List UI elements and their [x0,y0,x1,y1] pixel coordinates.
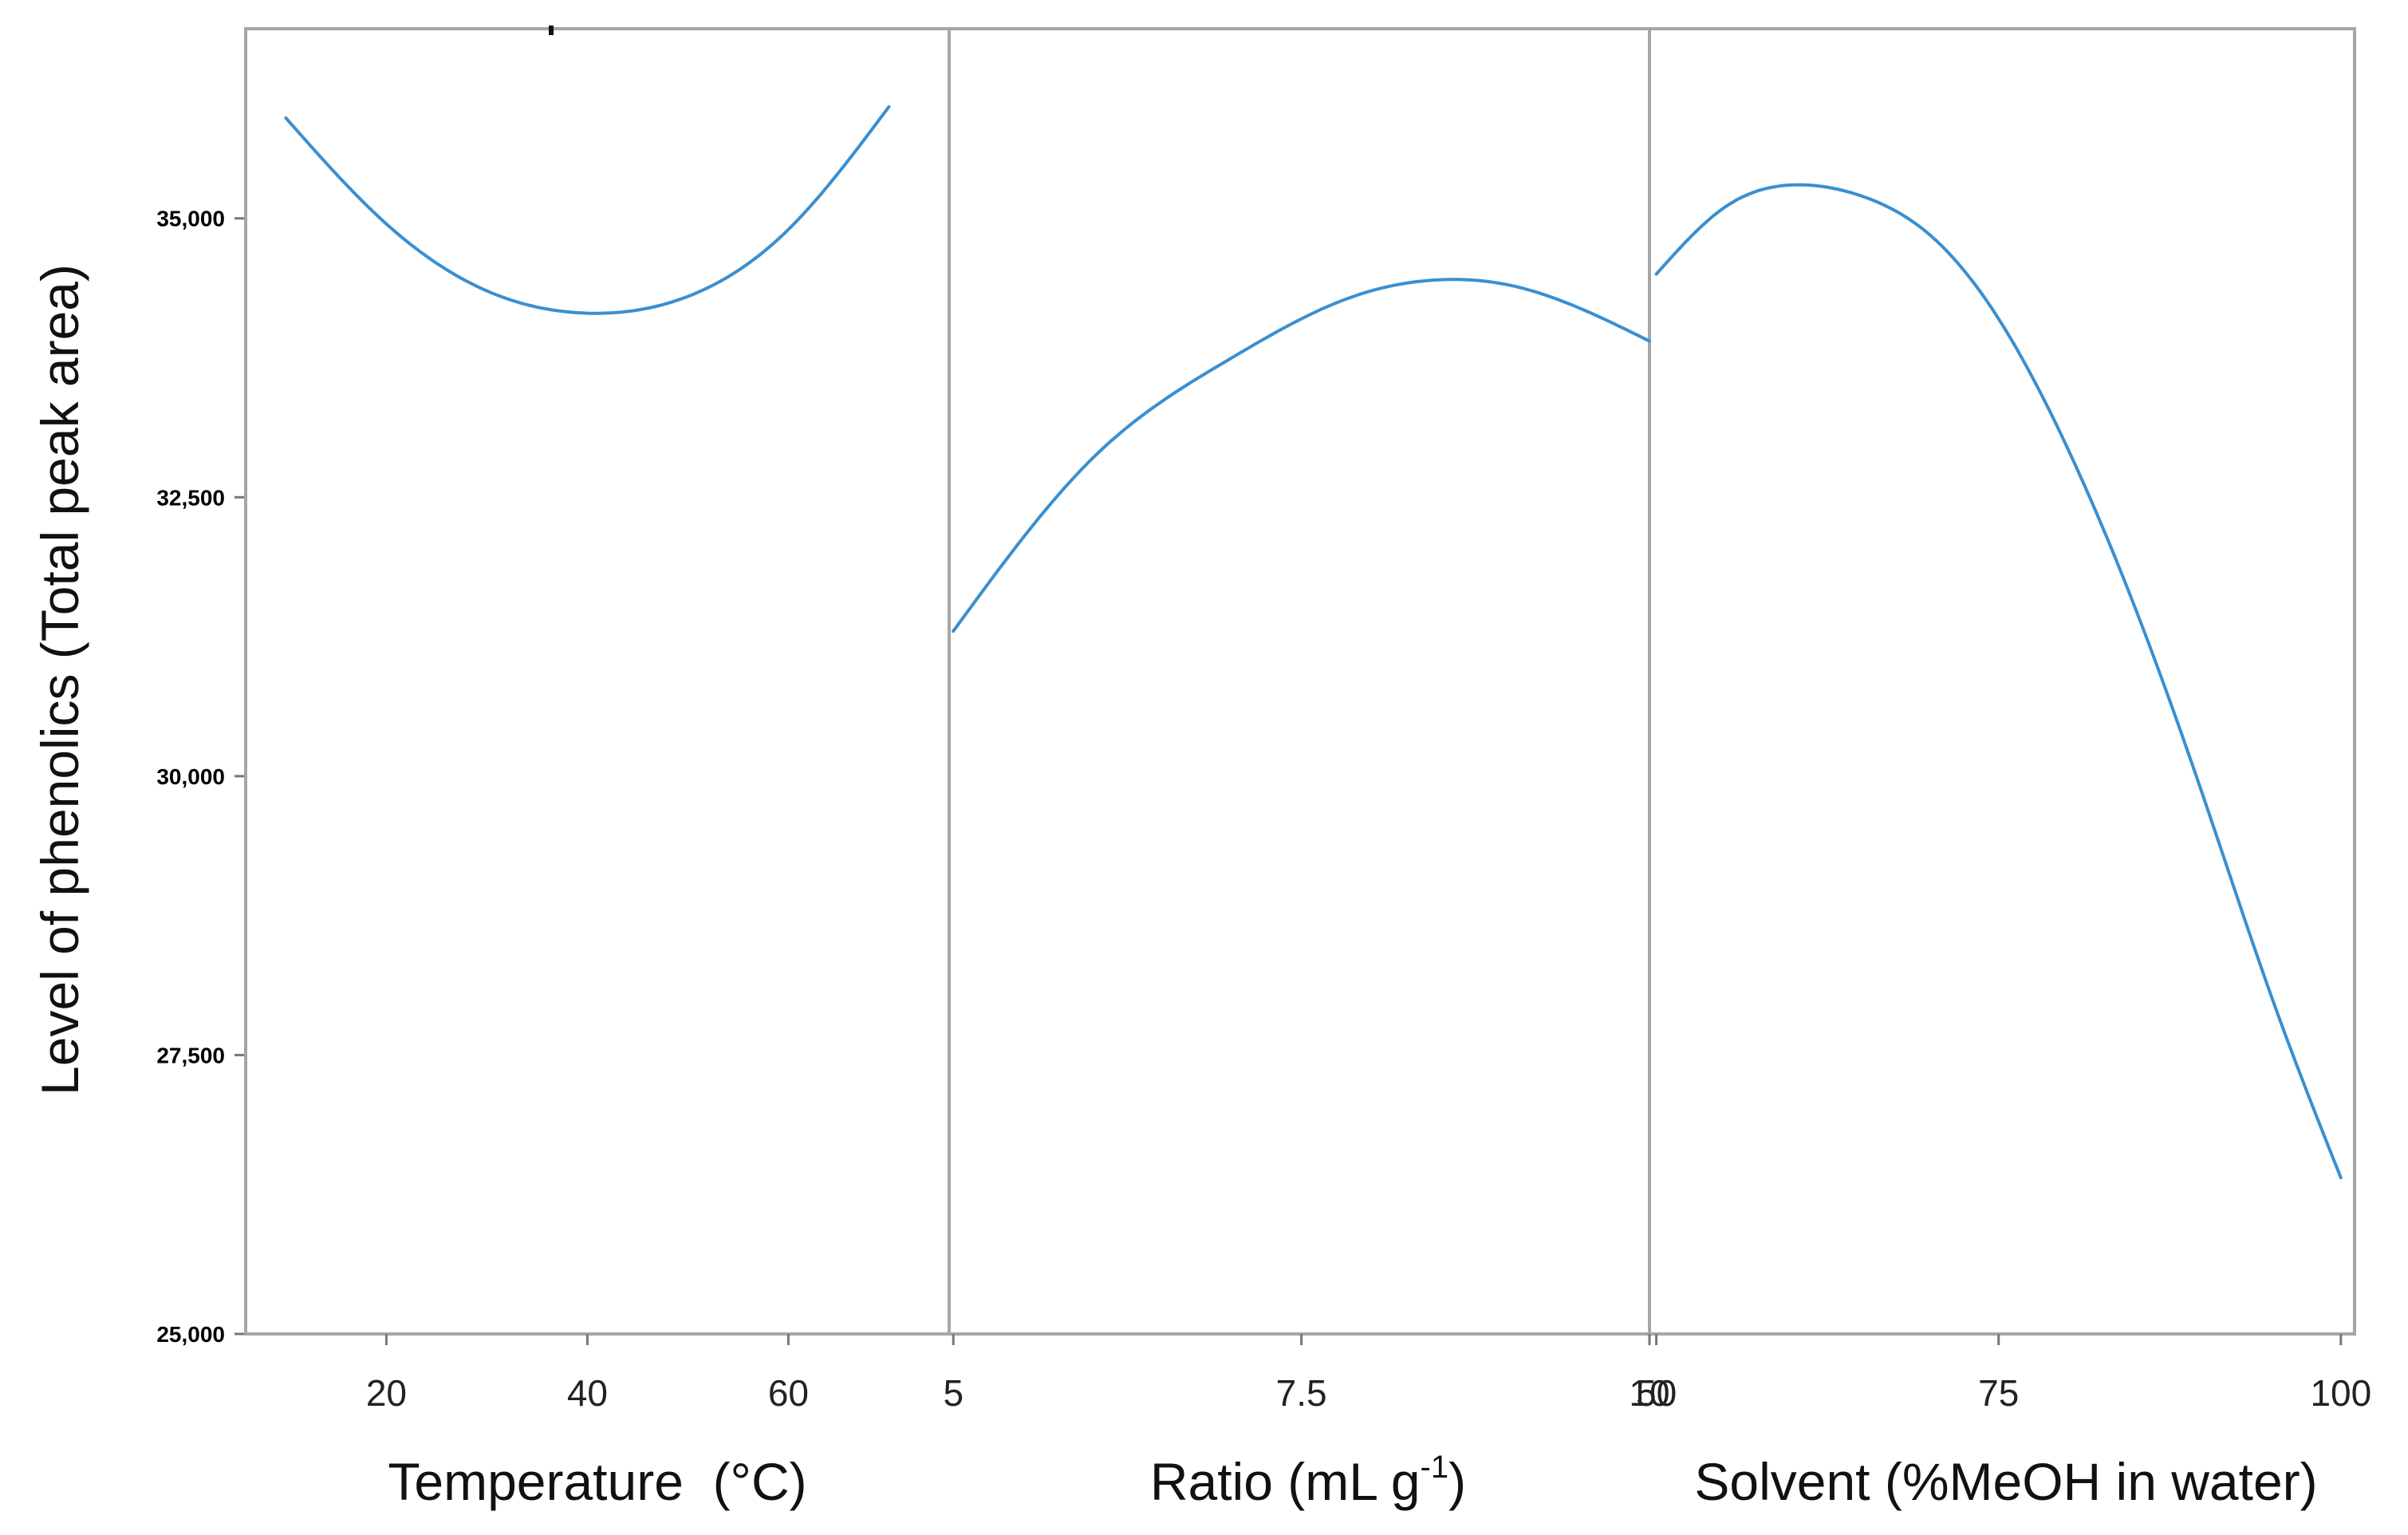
y-tick-label: 35,000 [156,207,225,231]
panel-solvent: 50 75 100 Solvent (%MeOH in water) [1636,183,2371,1511]
top-mark [549,26,554,35]
x-tick-label: 40 [567,1372,608,1414]
series-line-temperature [284,105,891,315]
panel-ratio: 5 7.5 10 Ratio (mL g-1) [943,278,1670,1511]
y-tick-label: 27,500 [156,1043,225,1067]
y-tick-label: 25,000 [156,1322,225,1347]
x-axis-label-solvent: Solvent (%MeOH in water) [1694,1452,2317,1511]
y-axis: 25,000 27,500 30,000 32,500 35,000 [156,207,246,1347]
y-axis-label: Level of phenolics (Total peak area) [30,264,89,1095]
x-tick-label: 50 [1636,1372,1677,1414]
x-tick-label: 60 [768,1372,809,1414]
x-tick-label: 5 [943,1372,964,1414]
plot-frame [244,27,2356,1336]
y-tick-label: 30,000 [156,764,225,789]
series-line-solvent [1654,183,2343,1180]
x-axis-ratio: 5 7.5 10 [943,1334,1670,1414]
y-tick-label: 32,500 [156,485,225,510]
x-axis-label-ratio-end: ) [1448,1452,1466,1511]
x-tick-label: 75 [1978,1372,2019,1414]
x-axis-label-ratio-main: Ratio (mL g [1150,1452,1421,1511]
x-tick-label: 7.5 [1276,1372,1327,1414]
x-axis-solvent: 50 75 100 [1636,1334,2371,1414]
x-axis-label-temperature: Temperature (°C) [388,1452,806,1511]
x-tick-label: 100 [2310,1372,2371,1414]
x-tick-label: 10 [1629,1372,1669,1414]
series-line-ratio [952,278,1651,633]
x-axis-label-ratio-superscript: -1 [1421,1450,1449,1485]
panel-temperature: 20 40 60 Temperature (°C) [284,105,891,1511]
x-axis-temperature: 20 40 60 [366,1334,809,1414]
x-tick-label: 20 [366,1372,407,1414]
x-axis-label-ratio: Ratio (mL g-1) [1150,1450,1466,1511]
